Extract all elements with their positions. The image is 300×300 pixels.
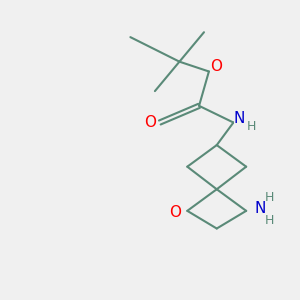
- Text: O: O: [144, 115, 156, 130]
- Text: N: N: [254, 201, 266, 216]
- Text: O: O: [210, 59, 222, 74]
- Text: H: H: [265, 214, 274, 227]
- Text: H: H: [246, 120, 256, 133]
- Text: O: O: [169, 205, 181, 220]
- Text: N: N: [234, 111, 245, 126]
- Text: H: H: [265, 190, 274, 204]
